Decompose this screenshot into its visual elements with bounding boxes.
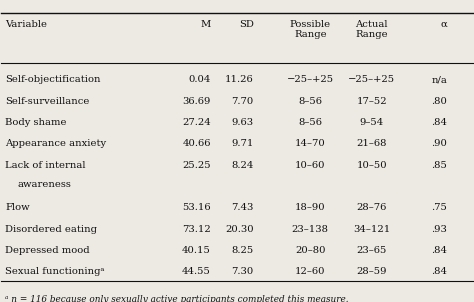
Text: .85: .85 [431,161,447,170]
Text: 10–60: 10–60 [295,161,326,170]
Text: n/a: n/a [431,76,447,85]
Text: Depressed mood: Depressed mood [5,246,90,255]
Text: −25–+25: −25–+25 [287,76,334,85]
Text: 7.30: 7.30 [231,267,254,276]
Text: 20–80: 20–80 [295,246,326,255]
Text: 23–65: 23–65 [356,246,387,255]
Text: Variable: Variable [5,20,47,29]
Text: 9–54: 9–54 [360,118,384,127]
Text: 25.25: 25.25 [182,161,211,170]
Text: Actual
Range: Actual Range [356,20,388,40]
Text: M: M [201,20,211,29]
Text: 0.04: 0.04 [189,76,211,85]
Text: 9.71: 9.71 [231,140,254,149]
Text: 8–56: 8–56 [298,97,322,106]
Text: 14–70: 14–70 [295,140,326,149]
Text: 11.26: 11.26 [225,76,254,85]
Text: Sexual functioningᵃ: Sexual functioningᵃ [5,267,105,276]
Text: .84: .84 [431,267,447,276]
Text: 73.12: 73.12 [182,225,211,234]
Text: α: α [440,20,447,29]
Text: awareness: awareness [17,179,71,188]
Text: 34–121: 34–121 [353,225,390,234]
Text: 53.16: 53.16 [182,204,211,212]
Text: Body shame: Body shame [5,118,67,127]
Text: 28–76: 28–76 [356,204,387,212]
Text: 12–60: 12–60 [295,267,326,276]
Text: 21–68: 21–68 [356,140,387,149]
Text: 7.43: 7.43 [231,204,254,212]
Text: 40.66: 40.66 [182,140,211,149]
Text: .90: .90 [431,140,447,149]
Text: 8.24: 8.24 [231,161,254,170]
Text: 27.24: 27.24 [182,118,211,127]
Text: 10–50: 10–50 [356,161,387,170]
Text: .80: .80 [431,97,447,106]
Text: 9.63: 9.63 [231,118,254,127]
Text: 28–59: 28–59 [356,267,387,276]
Text: Lack of internal: Lack of internal [5,161,86,170]
Text: Possible
Range: Possible Range [290,20,331,40]
Text: Self-surveillance: Self-surveillance [5,97,90,106]
Text: 8.25: 8.25 [231,246,254,255]
Text: 17–52: 17–52 [356,97,387,106]
Text: Appearance anxiety: Appearance anxiety [5,140,107,149]
Text: Self-objectification: Self-objectification [5,76,101,85]
Text: 44.55: 44.55 [182,267,211,276]
Text: SD: SD [239,20,254,29]
Text: 23–138: 23–138 [292,225,329,234]
Text: 36.69: 36.69 [182,97,211,106]
Text: 40.15: 40.15 [182,246,211,255]
Text: ᵃ n = 116 because only sexually active participants completed this measure.: ᵃ n = 116 because only sexually active p… [5,295,349,302]
Text: .93: .93 [431,225,447,234]
Text: 8–56: 8–56 [298,118,322,127]
Text: .75: .75 [431,204,447,212]
Text: 18–90: 18–90 [295,204,326,212]
Text: .84: .84 [431,118,447,127]
Text: 20.30: 20.30 [225,225,254,234]
Text: .84: .84 [431,246,447,255]
Text: Disordered eating: Disordered eating [5,225,98,234]
Text: Flow: Flow [5,204,30,212]
Text: 7.70: 7.70 [231,97,254,106]
Text: −25–+25: −25–+25 [348,76,395,85]
